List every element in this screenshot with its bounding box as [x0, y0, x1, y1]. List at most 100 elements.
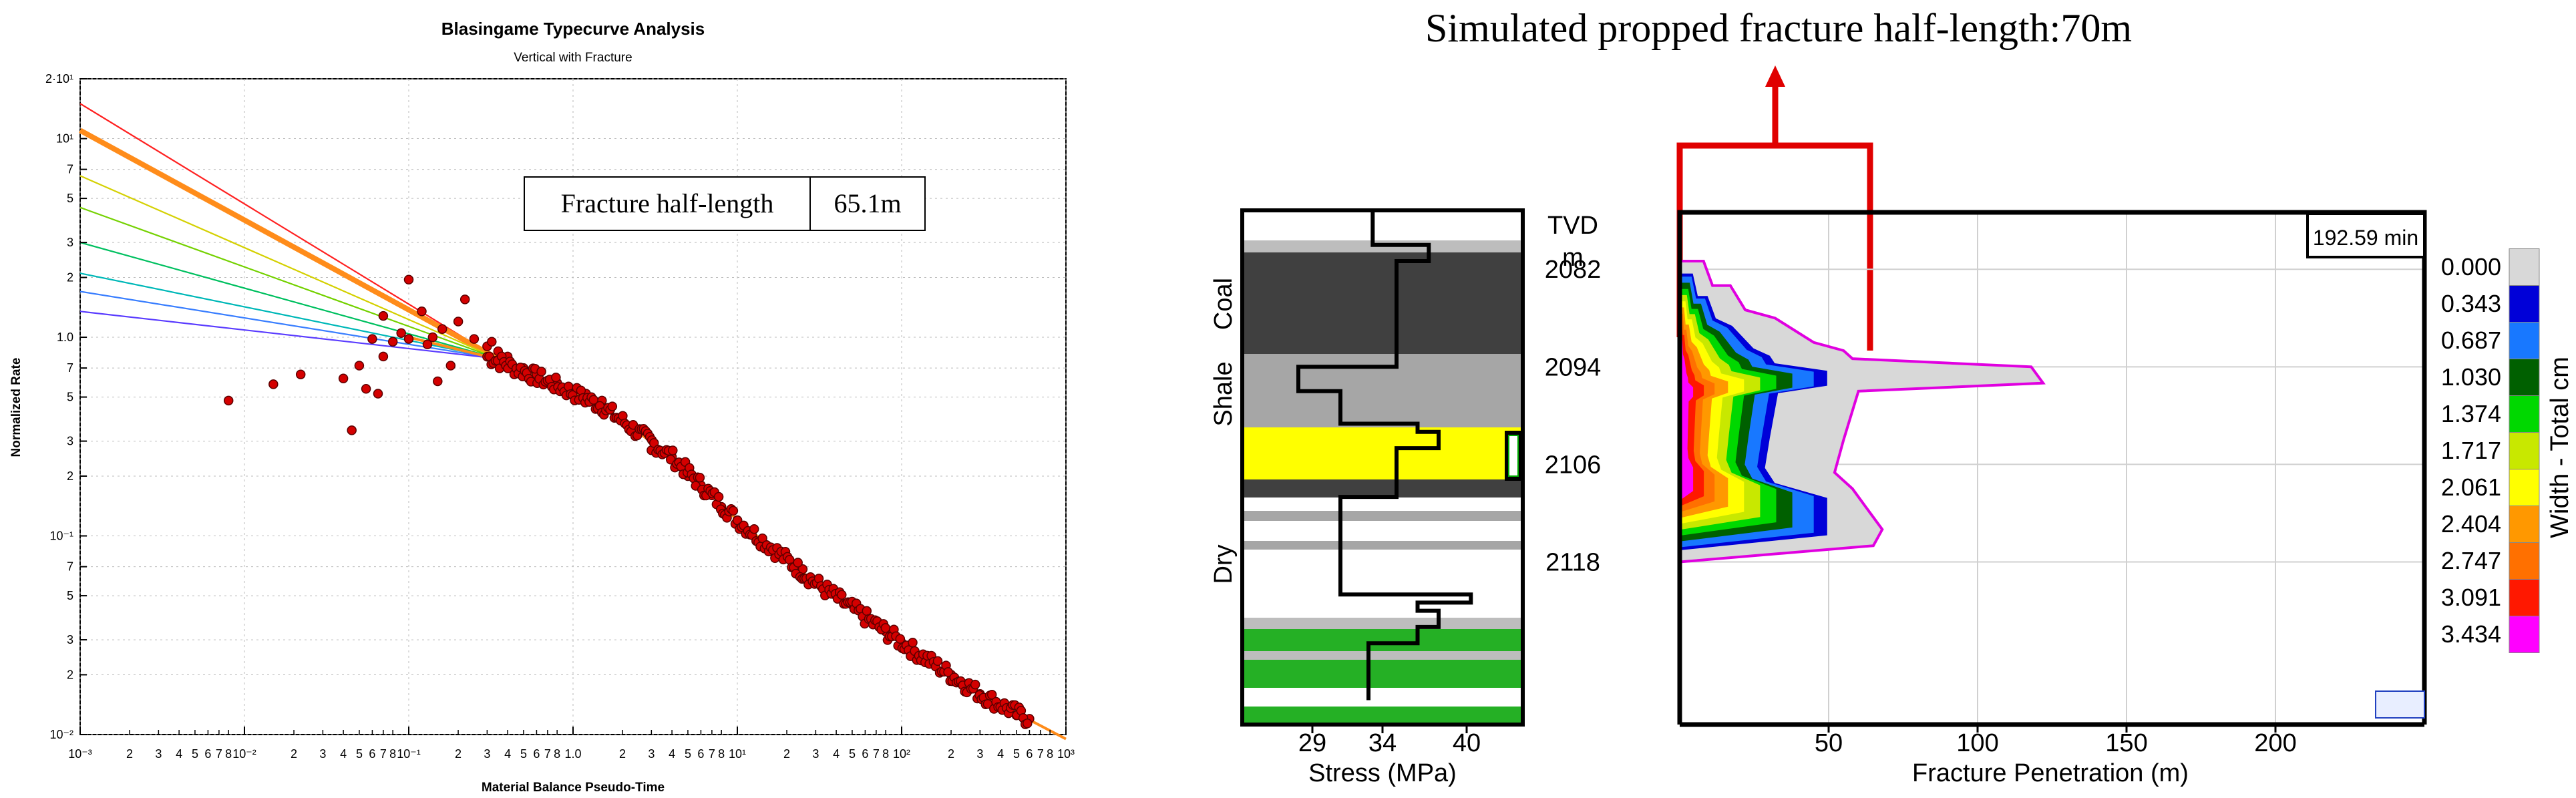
data-point [347, 425, 357, 435]
data-points [223, 274, 1035, 729]
data-point [367, 334, 377, 344]
data-point [695, 472, 705, 483]
x-minor-tick-label: 5 [685, 747, 691, 761]
x-minor-tick-label: 3 [812, 747, 819, 761]
data-point [932, 656, 943, 666]
fracture-simulation: Simulated propped fracture half-length:7… [1210, 6, 2574, 787]
legend-value-label: 2.747 [2441, 547, 2501, 574]
legend-value-label: 1.030 [2441, 363, 2501, 391]
x-minor-tick-label: 7 [380, 747, 387, 761]
x-minor-tick-label: 2 [455, 747, 462, 761]
x-minor-tick-label: 7 [1037, 747, 1044, 761]
x-axis-label: Material Balance Pseudo-Time [482, 781, 665, 795]
typecurve-stem-8 [79, 311, 498, 360]
legend-swatch [2509, 248, 2540, 286]
data-point [361, 384, 371, 394]
x-tick-label: 10⁻² [232, 747, 256, 761]
fracture-half-length-value: 65.1m [834, 188, 901, 218]
x-minor-tick-label: 2 [948, 747, 954, 761]
lithology-layer [1242, 651, 1523, 660]
x-minor-tick-label: 8 [225, 747, 232, 761]
x-minor-tick-label: 8 [1047, 747, 1053, 761]
x-minor-tick-label: 2 [126, 747, 133, 761]
legend-title: Width - Total cm [2546, 357, 2574, 538]
legend-swatch [2509, 506, 2540, 543]
time-label-box [2306, 212, 2426, 258]
data-point [295, 369, 306, 379]
legend-swatches: 0.000 0.343 0.687 1.030 1.374 1.717 2.061 2.404… [2441, 248, 2540, 653]
lithology-layer [1242, 660, 1523, 688]
data-point [268, 379, 279, 389]
layer-label-dry: Dry [1210, 544, 1238, 584]
data-point [354, 361, 365, 371]
data-point [487, 337, 497, 347]
data-point [453, 317, 464, 327]
data-point [1023, 719, 1033, 729]
layer-label-coal: Coal [1210, 278, 1238, 330]
data-point [387, 337, 398, 347]
depth-axis-ticks: 2082 2094 2106 2118 [1545, 256, 1602, 576]
legend-value-label: 0.687 [2441, 327, 2501, 354]
data-point [417, 307, 427, 317]
x-minor-tick-label: 3 [155, 747, 162, 761]
x-axis-ticks: 10⁻³ 2 3 4 5 6 7 8 10⁻² 2 3 4 5 6 7 8 10⁻¹ 2 3 4 5 6 7 8 1.0 2 3 4 5… [68, 727, 1075, 761]
lithology-layer [1242, 497, 1523, 511]
x-minor-tick-label: 8 [718, 747, 725, 761]
x-tick-label: 10⁻¹ [397, 747, 421, 761]
legend-value-label: 0.000 [2441, 253, 2501, 280]
chart-title: Blasingame Typecurve Analysis [441, 19, 705, 39]
lithology-layer [1242, 252, 1523, 354]
depth-tick-label: 2106 [1545, 451, 1602, 479]
y-tick-label: 3 [67, 435, 73, 448]
x-minor-tick-label: 6 [204, 747, 211, 761]
width-contour-band [1680, 326, 1694, 501]
data-point [588, 395, 598, 405]
data-point [223, 395, 234, 406]
lithology-layer [1242, 521, 1523, 541]
software-logo [2375, 690, 2425, 719]
data-point [403, 334, 414, 344]
data-point [837, 590, 847, 600]
x-tick-label: 1.0 [564, 747, 581, 761]
data-point [338, 373, 349, 384]
blasingame-chart: Blasingame Typecurve Analysis Vertical w… [9, 19, 1075, 795]
x-minor-tick-label: 8 [554, 747, 560, 761]
fracture-penetration-plot: 192.59 min TVD m 2082 2094 2106 2118 50 100 1… [1545, 210, 2427, 787]
penetration-tick-label: 150 [2105, 729, 2147, 757]
data-point [713, 491, 724, 502]
lithology-layer [1242, 618, 1523, 629]
x-minor-tick-label: 4 [504, 747, 511, 761]
data-point [668, 445, 678, 455]
x-minor-tick-label: 8 [389, 747, 396, 761]
data-point [373, 389, 383, 399]
lithology-layer [1242, 427, 1523, 479]
legend-value-label: 3.434 [2441, 620, 2501, 648]
stress-tick-label: 40 [1453, 729, 1481, 757]
x-minor-tick-label: 6 [369, 747, 375, 761]
x-tick-label: 10⁻³ [68, 747, 92, 761]
data-point [880, 623, 891, 633]
typecurve-stem-6 [79, 272, 499, 360]
x-minor-tick-label: 4 [340, 747, 347, 761]
lithology-layer [1242, 550, 1523, 618]
x-minor-tick-label: 4 [833, 747, 840, 761]
chart-subtitle: Vertical with Fracture [514, 51, 632, 65]
y-axis-ticks: 2·10¹ 10¹ 7 5 3 2 1.0 7 5 3 2 10⁻¹ 7 5 3 2 10⁻² [45, 72, 87, 741]
x-minor-tick-label: 6 [1026, 747, 1033, 761]
data-point [862, 606, 872, 616]
tvd-label: TVD [1547, 212, 1598, 240]
y-tick-label: 2·10¹ [45, 72, 73, 85]
stress-tick-label: 29 [1298, 729, 1326, 757]
data-point [908, 638, 918, 648]
legend-swatch [2509, 285, 2540, 323]
data-point [895, 634, 906, 644]
x-minor-tick-label: 6 [862, 747, 868, 761]
tvd-unit-label: m [1562, 244, 1584, 272]
depth-tick-label: 2094 [1545, 353, 1602, 381]
y-tick-label: 5 [67, 391, 73, 404]
legend-value-label: 0.343 [2441, 290, 2501, 317]
data-point [728, 506, 739, 516]
x-minor-tick-label: 4 [176, 747, 182, 761]
data-point [757, 533, 767, 544]
y-tick-label: 3 [67, 633, 73, 646]
